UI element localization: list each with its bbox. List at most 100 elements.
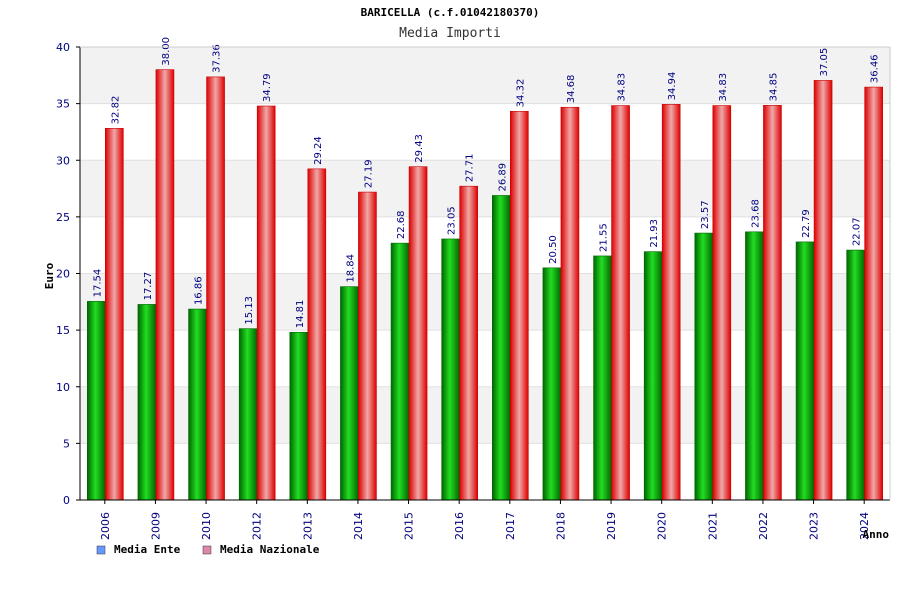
data-label: 20.50 xyxy=(548,235,559,264)
y-tick-label: 10 xyxy=(56,381,70,394)
bar-media-ente xyxy=(441,238,460,501)
y-tick-label: 40 xyxy=(56,41,70,54)
x-tick-label: 2009 xyxy=(149,512,162,540)
bar-media-nazionale xyxy=(105,128,124,501)
x-tick-label: 2023 xyxy=(808,512,821,540)
x-tick-label: 2021 xyxy=(706,512,719,540)
data-label: 22.79 xyxy=(801,209,812,238)
x-tick-label: 2019 xyxy=(605,512,618,540)
bar-media-nazionale xyxy=(712,105,732,501)
legend-label-media-ente: Media Ente xyxy=(114,543,181,556)
bar-media-ente xyxy=(137,304,157,501)
data-label: 21.93 xyxy=(649,219,660,248)
chart-subtitle: Media Importi xyxy=(399,26,501,41)
y-tick-label: 0 xyxy=(63,494,70,507)
data-label: 22.07 xyxy=(852,217,863,246)
x-tick-label: 2006 xyxy=(99,512,112,540)
bar-media-nazionale xyxy=(510,111,529,501)
x-tick-label: 2018 xyxy=(554,512,567,540)
y-axis-label: Euro xyxy=(43,262,56,289)
data-label: 34.68 xyxy=(566,75,577,104)
legend-label-media-nazionale: Media Nazionale xyxy=(220,543,320,556)
x-tick-label: 2016 xyxy=(453,512,466,540)
data-label: 34.32 xyxy=(515,79,526,108)
data-label: 16.86 xyxy=(194,276,205,305)
data-label: 23.05 xyxy=(447,206,458,235)
bar-media-ente xyxy=(846,249,865,501)
data-label: 15.13 xyxy=(244,296,255,325)
bar-media-nazionale xyxy=(155,69,175,501)
data-label: 27.71 xyxy=(465,154,476,183)
bar-media-nazionale xyxy=(256,105,276,501)
bars xyxy=(87,69,883,501)
data-label: 23.57 xyxy=(700,200,711,229)
chart-title: BARICELLA (c.f.01042180370) xyxy=(361,6,540,19)
bar-media-nazionale xyxy=(206,76,225,501)
x-tick-label: 2020 xyxy=(656,512,669,540)
bar-media-ente xyxy=(492,195,511,501)
data-labels: 17.54 32.82 17.27 38.00 16.86 37.36 15.13 34.79… xyxy=(92,37,880,328)
bar-media-ente xyxy=(390,242,410,501)
bar-media-nazionale xyxy=(864,86,883,501)
data-label: 34.79 xyxy=(262,73,273,102)
bar-media-ente xyxy=(745,231,764,501)
y-tick-label: 35 xyxy=(56,98,70,111)
data-label: 37.05 xyxy=(819,48,830,77)
bar-media-ente xyxy=(87,301,106,501)
x-tick-label: 2010 xyxy=(200,512,213,540)
data-label: 22.68 xyxy=(396,211,407,240)
legend: Media Ente Media Nazionale xyxy=(96,543,320,556)
y-tick-label: 30 xyxy=(56,154,70,167)
bar-media-ente xyxy=(289,331,309,501)
data-label: 37.36 xyxy=(212,44,223,73)
data-label: 14.81 xyxy=(295,300,306,329)
x-tick-label: 2015 xyxy=(403,512,416,540)
y-tick-label: 25 xyxy=(56,211,70,224)
data-label: 36.46 xyxy=(870,54,881,83)
y-tick-label: 5 xyxy=(63,437,70,450)
x-tick-label: 2022 xyxy=(757,512,770,540)
data-label: 21.55 xyxy=(599,223,610,252)
data-label: 34.83 xyxy=(718,73,729,102)
bar-media-nazionale xyxy=(763,105,782,501)
x-tick-label: 2014 xyxy=(352,512,365,540)
data-label: 34.83 xyxy=(617,73,628,102)
data-label: 38.00 xyxy=(161,37,172,66)
data-label: 29.24 xyxy=(313,136,324,165)
bar-media-nazionale xyxy=(611,105,630,501)
legend-swatch-media-ente xyxy=(96,545,106,555)
data-label: 26.89 xyxy=(497,163,508,192)
x-tick-label: 2017 xyxy=(504,512,517,540)
data-label: 17.27 xyxy=(143,272,154,301)
data-label: 32.82 xyxy=(110,96,121,125)
data-label: 27.19 xyxy=(363,159,374,188)
bar-media-nazionale xyxy=(459,185,478,501)
bar-media-ente xyxy=(795,241,815,501)
data-label: 29.43 xyxy=(414,134,425,163)
legend-swatch-media-nazionale xyxy=(202,545,212,555)
bar-media-nazionale xyxy=(813,80,833,501)
bar-media-nazionale xyxy=(661,104,681,501)
bar-media-ente xyxy=(542,267,562,501)
bar-media-ente xyxy=(593,255,612,501)
bar-media-ente xyxy=(188,308,207,501)
y-tick-label: 20 xyxy=(56,268,70,281)
bar-media-ente xyxy=(340,286,359,501)
data-label: 17.54 xyxy=(92,269,103,298)
bar-media-nazionale xyxy=(358,191,377,501)
data-label: 23.68 xyxy=(750,199,761,228)
data-label: 18.84 xyxy=(345,254,356,283)
x-axis-label: Anno xyxy=(863,528,890,541)
bar-media-ente xyxy=(694,232,714,501)
bar-media-ente xyxy=(643,251,663,501)
x-tick-label: 2012 xyxy=(251,512,264,540)
bar-media-ente xyxy=(238,328,258,501)
bar-media-nazionale xyxy=(408,166,428,501)
bar-media-nazionale xyxy=(560,106,580,501)
x-tick-label: 2013 xyxy=(301,512,314,540)
data-label: 34.94 xyxy=(667,72,678,101)
y-tick-label: 15 xyxy=(56,324,70,337)
bar-media-nazionale xyxy=(307,168,327,501)
axes: 0 5 10 15 20 25 30 35 40 2006 2009 2010 2012 2013 2014… xyxy=(56,41,891,540)
